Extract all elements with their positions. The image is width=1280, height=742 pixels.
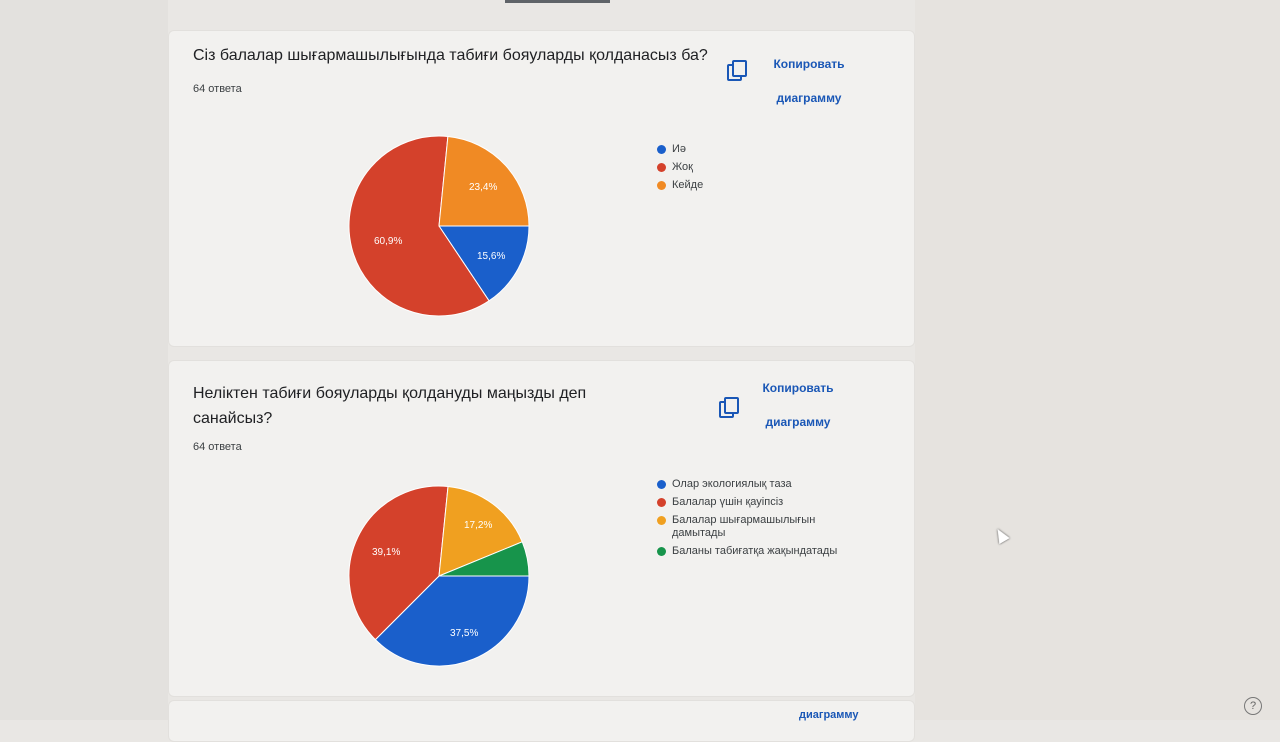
response-count-2: 64 ответа <box>193 441 242 453</box>
pie-slice-1[interactable] <box>374 575 530 667</box>
legend-dot <box>657 163 666 172</box>
legend-label: Кейде <box>672 179 704 191</box>
copy-chart-button-2[interactable]: Копировать диаграмму <box>717 379 857 429</box>
question-card-3: диаграмму <box>168 700 915 742</box>
pie-slice-4[interactable] <box>438 541 530 577</box>
pie-1-label-c: 15,6% <box>477 251 505 262</box>
copy-icon <box>719 397 739 418</box>
pie-1-label-a: 60,9% <box>374 236 402 247</box>
copy-chart-button-1[interactable]: Копировать диаграмму <box>724 55 864 105</box>
legend-label: Иә <box>672 143 687 155</box>
pie-slice-2[interactable] <box>348 135 490 317</box>
left-background <box>0 0 168 720</box>
help-icon[interactable]: ? <box>1244 697 1262 715</box>
legend-label: Жоқ <box>672 161 693 173</box>
legend-item[interactable]: Балалар шығармашылығын дамытады <box>657 514 857 540</box>
question-card-2: Неліктен табиғи бояуларды қолдануды маңы… <box>168 360 915 697</box>
legend-2: Олар экологиялық таза Балалар үшін қауіп… <box>657 478 857 563</box>
legend-dot <box>657 498 666 507</box>
pie-slice-3[interactable] <box>438 485 523 577</box>
legend-item[interactable]: Баланы табиғатқа жақындатады <box>657 545 857 558</box>
pie-chart-1: 60,9% 23,4% 15,6% <box>348 135 530 317</box>
pie-chart-2: 39,1% 17,2% 37,5% <box>348 485 530 667</box>
pie-2-label-a: 39,1% <box>372 547 400 558</box>
legend-dot <box>657 516 666 525</box>
pie-slice-2[interactable] <box>348 485 449 641</box>
legend-label: Баланы табиғатқа жақындатады <box>672 545 838 557</box>
legend-1: Иә Жоқ Кейде <box>657 143 817 197</box>
legend-label: Олар экологиялық таза <box>672 478 792 490</box>
legend-label: Балалар шығармашылығын дамытады <box>672 514 816 539</box>
legend-item[interactable]: Олар экологиялық таза <box>657 478 857 491</box>
legend-dot <box>657 181 666 190</box>
legend-dot <box>657 480 666 489</box>
pie-1-label-b: 23,4% <box>469 182 497 193</box>
response-count-1: 64 ответа <box>193 83 242 95</box>
copy-icon <box>727 60 747 81</box>
legend-dot <box>657 145 666 154</box>
legend-item[interactable]: Жоқ <box>657 161 817 174</box>
copy-chart-label-1: Копировать диаграмму <box>773 57 845 105</box>
legend-dot <box>657 547 666 556</box>
question-card-1: Сіз балалар шығармашылығында табиғи бояу… <box>168 30 915 347</box>
pie-2-label-c: 37,5% <box>450 628 478 639</box>
copy-chart-label-2: Копировать диаграмму <box>762 381 834 429</box>
legend-item[interactable]: Иә <box>657 143 817 156</box>
legend-item[interactable]: Балалар үшін қауіпсіз <box>657 496 857 509</box>
pie-slice-3[interactable] <box>438 135 530 227</box>
question-title-2: Неліктен табиғи бояуларды қолдануды маңы… <box>193 385 587 427</box>
legend-item[interactable]: Кейде <box>657 179 817 192</box>
active-tab-indicator <box>505 0 610 3</box>
copy-chart-label-3[interactable]: диаграмму <box>799 709 859 721</box>
pie-slice-1[interactable] <box>438 225 530 302</box>
question-title-1: Сіз балалар шығармашылығында табиғи бояу… <box>193 47 708 64</box>
right-background <box>915 0 1280 720</box>
pie-2-label-b: 17,2% <box>464 520 492 531</box>
legend-label: Балалар үшін қауіпсіз <box>672 496 784 508</box>
